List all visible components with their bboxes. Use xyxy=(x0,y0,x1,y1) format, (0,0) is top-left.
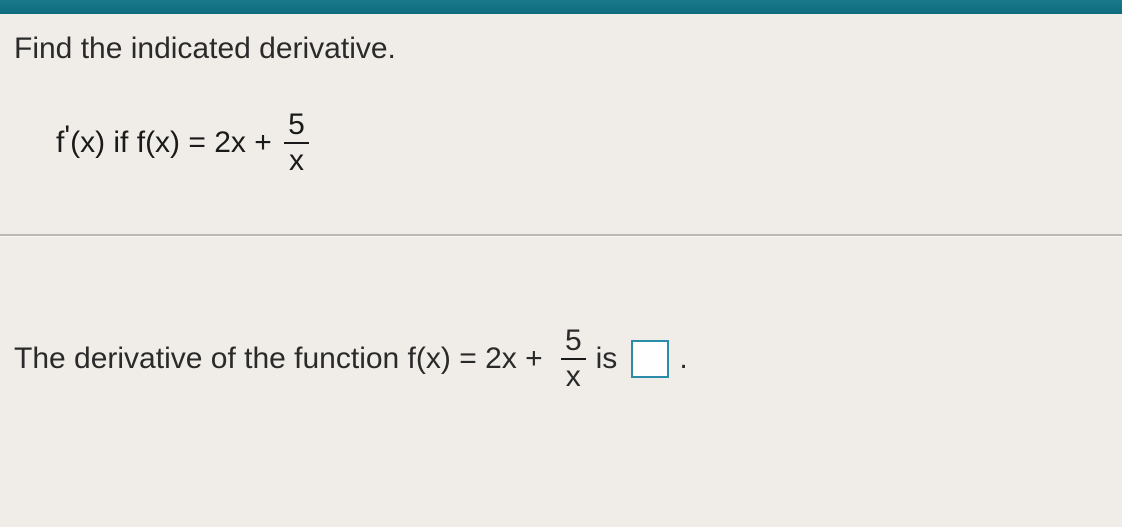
answer-fraction-denominator: x xyxy=(562,360,585,392)
header-accent-bar xyxy=(0,0,1122,14)
answer-suffix: . xyxy=(679,342,687,376)
answer-connector: is xyxy=(596,342,618,376)
answer-fraction-5-over-x: 5 x xyxy=(561,326,586,392)
fraction-5-over-x: 5 x xyxy=(284,110,309,176)
answer-fraction-numerator: 5 xyxy=(561,326,586,358)
fraction-denominator: x xyxy=(285,144,308,176)
answer-input-box[interactable] xyxy=(631,340,669,378)
answer-line: The derivative of the function f(x) = 2x… xyxy=(14,326,1108,392)
section-divider xyxy=(0,234,1122,236)
answer-prefix: The derivative of the function f(x) = 2x… xyxy=(14,342,551,376)
question-prompt: Find the indicated derivative. xyxy=(14,32,1108,66)
fraction-numerator: 5 xyxy=(284,110,309,142)
expression-prefix: f'(x) if f(x) = 2x + xyxy=(56,126,280,160)
question-content: Find the indicated derivative. f'(x) if … xyxy=(0,14,1122,176)
answer-section: The derivative of the function f(x) = 2x… xyxy=(0,326,1122,392)
given-expression: f'(x) if f(x) = 2x + 5 x xyxy=(56,110,1108,176)
